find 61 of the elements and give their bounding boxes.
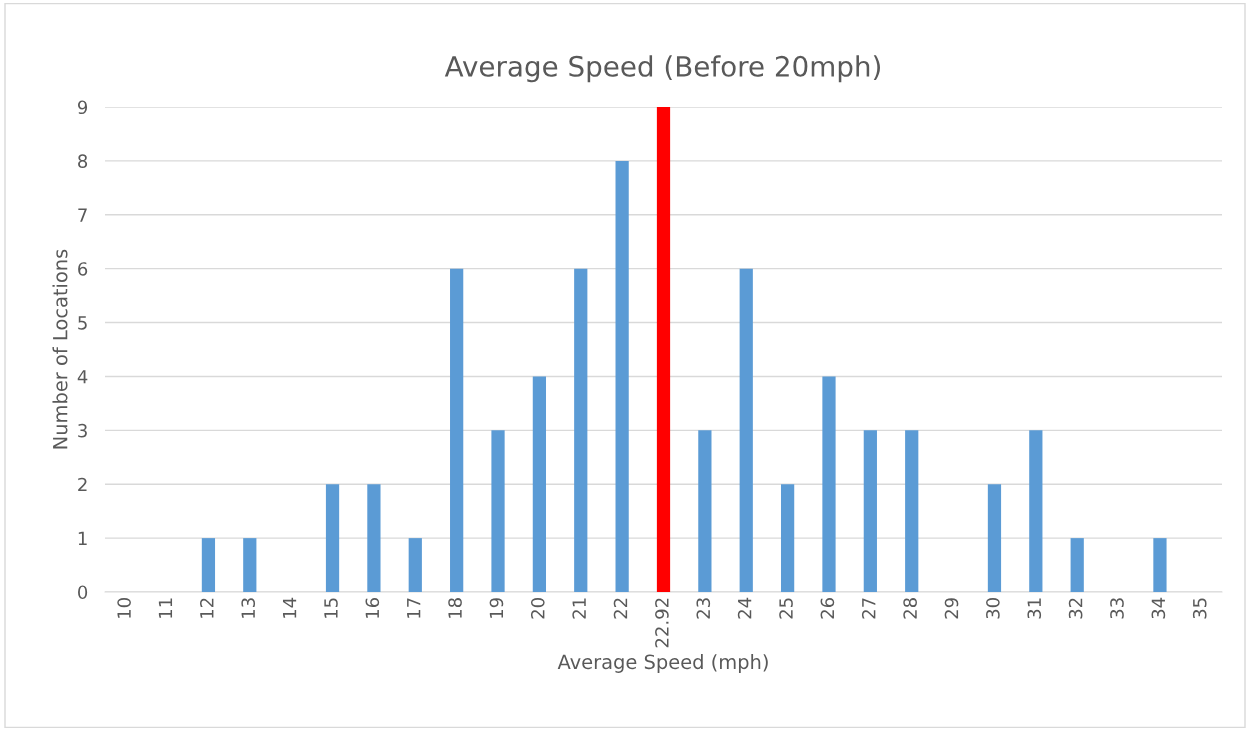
y-tick-label: 3 [78, 423, 87, 438]
x-tick-label: 29 [944, 598, 959, 619]
bar [491, 430, 505, 592]
x-axis-title: Average Speed (mph) [557, 654, 768, 673]
y-tick-label: 7 [78, 208, 87, 222]
x-tick-label: 19 [489, 598, 504, 618]
x-tick-label: 26 [820, 598, 835, 619]
y-tick-label: 6 [78, 262, 88, 276]
x-tick-label: 11 [158, 598, 173, 618]
bar [574, 268, 588, 592]
x-tick-label: 22 [613, 598, 628, 619]
x-tick-label: 25 [779, 598, 793, 619]
bar [367, 484, 381, 592]
bar [615, 160, 629, 592]
bar [325, 484, 340, 592]
x-tick-label: 13 [241, 598, 256, 618]
bar [987, 484, 1002, 592]
bar [201, 538, 216, 592]
x-tick-label: 27 [861, 598, 876, 619]
bar [656, 107, 671, 592]
y-tick-label: 1 [78, 531, 87, 545]
x-tick-label: 23 [696, 598, 711, 619]
bar [450, 268, 464, 592]
bar [863, 430, 877, 592]
x-tick-label: 30 [986, 598, 1000, 619]
bar [780, 484, 795, 592]
y-axis-title: Number of Locations [52, 249, 68, 449]
x-tick-label: 24 [737, 597, 752, 619]
y-tick-label: 4 [77, 370, 88, 384]
bar [1153, 538, 1167, 592]
x-tick-label: 33 [1110, 598, 1124, 619]
y-tick-label: 2 [78, 477, 87, 492]
x-tick-label: 34 [1151, 597, 1166, 619]
x-tick-label: 31 [1027, 598, 1042, 619]
x-tick-label: 32 [1068, 598, 1083, 619]
y-tick-label: 8 [78, 154, 88, 169]
y-tick-label: 0 [78, 585, 88, 600]
y-tick-label: 9 [77, 100, 88, 115]
bar [739, 268, 753, 592]
bar [822, 376, 836, 592]
bar [243, 538, 257, 592]
x-tick-label: 15 [324, 598, 338, 618]
bar [408, 538, 422, 592]
x-tick-label: 35 [1192, 598, 1207, 619]
x-tick-label: 16 [365, 598, 380, 618]
x-tick-label: 12 [200, 598, 214, 618]
bar [698, 430, 712, 592]
bar [1029, 430, 1043, 592]
y-tick-label: 5 [78, 316, 87, 330]
x-tick-label: 22.92 [655, 598, 669, 648]
x-tick-label: 17 [407, 598, 421, 618]
x-tick-label: 18 [448, 598, 462, 618]
bar [532, 376, 547, 592]
x-tick-label: 21 [572, 598, 586, 619]
x-tick-label: 10 [117, 598, 131, 618]
x-tick-label: 20 [530, 598, 545, 619]
x-tick-label: 28 [903, 598, 917, 619]
chart-title: Average Speed (Before 20mph) [444, 55, 880, 83]
bar [905, 430, 919, 592]
x-tick-label: 14 [282, 597, 297, 618]
bar [1070, 538, 1084, 592]
